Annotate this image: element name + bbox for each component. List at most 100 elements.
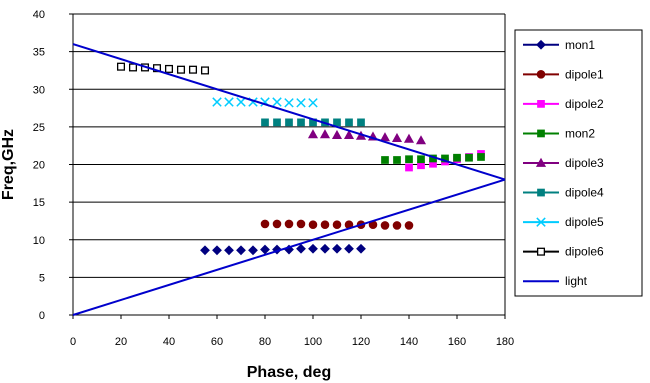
data-point <box>380 221 390 230</box>
y-tick-label: 10 <box>33 235 45 247</box>
y-tick-label: 20 <box>33 160 45 172</box>
legend-label: dipole4 <box>565 186 604 200</box>
data-point <box>465 153 473 162</box>
data-point <box>176 65 186 74</box>
y-axis-title: Freq,GHz <box>0 129 17 200</box>
legend-marker <box>537 100 545 108</box>
legend-item-dipole4: dipole4 <box>523 186 604 200</box>
x-tick-label: 140 <box>400 336 418 348</box>
data-point <box>224 245 234 256</box>
data-point <box>405 155 413 164</box>
data-point <box>332 243 342 254</box>
legend-marker <box>536 217 546 227</box>
data-point <box>296 243 306 254</box>
y-tick-label: 35 <box>33 47 45 59</box>
legend-marker <box>536 70 546 79</box>
x-tick-labels: 0 20 40 60 80 100 120 140 160 180 <box>70 336 514 348</box>
data-point <box>272 244 282 255</box>
x-tick-label: 100 <box>304 336 322 348</box>
legend-item-dipole3: dipole3 <box>523 156 604 170</box>
data-point <box>392 221 402 230</box>
series-dipole4 <box>261 118 365 127</box>
data-point <box>344 243 354 254</box>
data-point <box>405 163 413 172</box>
data-point <box>212 245 222 256</box>
y-tick-label: 15 <box>33 197 45 209</box>
data-point <box>357 118 365 127</box>
legend-label: mon2 <box>565 126 595 140</box>
y-tick-label: 30 <box>33 84 45 96</box>
y-tick-label: 40 <box>33 9 45 21</box>
legend-label: light <box>565 274 588 288</box>
data-point <box>200 245 210 256</box>
legend-item-dipole6: dipole6 <box>523 245 604 259</box>
data-point <box>152 64 162 73</box>
data-point <box>343 129 355 140</box>
data-point <box>272 219 282 229</box>
legend-item-dipole2: dipole2 <box>523 97 604 111</box>
data-point <box>128 63 138 72</box>
data-point <box>331 129 343 140</box>
x-tick-label: 80 <box>259 336 271 348</box>
legend-label: mon1 <box>565 38 595 52</box>
data-point <box>417 155 425 164</box>
data-point <box>308 98 318 108</box>
legend-marker <box>537 129 545 138</box>
data-point <box>356 243 366 254</box>
data-point <box>236 245 246 256</box>
legend-item-light: light <box>523 274 588 288</box>
series-layer <box>72 43 506 316</box>
data-point <box>391 132 403 143</box>
data-point <box>453 153 461 162</box>
data-point <box>381 156 389 164</box>
data-point <box>477 153 485 161</box>
data-point <box>285 118 293 127</box>
x-tick-label: 160 <box>448 336 466 348</box>
legend-marker <box>536 247 546 256</box>
data-point <box>200 66 210 75</box>
data-point <box>333 118 341 127</box>
legend-label: dipole5 <box>565 215 604 229</box>
data-point <box>403 133 415 143</box>
data-point <box>404 221 414 230</box>
series-dipole1 <box>260 219 414 230</box>
data-point <box>272 97 282 107</box>
data-point <box>273 118 281 127</box>
y-tick-label: 0 <box>39 310 45 322</box>
data-point <box>320 243 330 254</box>
data-point <box>320 220 330 229</box>
x-tick-label: 20 <box>115 336 127 348</box>
data-point <box>296 219 306 229</box>
data-point <box>284 219 294 229</box>
data-point <box>224 97 234 107</box>
data-point <box>296 98 306 108</box>
series-light <box>72 43 506 316</box>
data-point <box>319 129 331 139</box>
series-line <box>72 178 506 316</box>
legend: mon1 dipole1 dipole2 mon2 dipole3 dipole4 dipo… <box>514 29 643 297</box>
data-point <box>393 156 401 164</box>
y-tick-label: 25 <box>33 122 45 134</box>
legend-label: dipole1 <box>565 67 604 81</box>
legend-item-dipole1: dipole1 <box>523 67 604 81</box>
x-tick-label: 120 <box>352 336 370 348</box>
series-mon2 <box>381 153 485 164</box>
data-point <box>441 154 449 163</box>
legend-marker <box>536 39 546 50</box>
axes <box>69 13 506 319</box>
data-point <box>260 244 270 255</box>
data-point <box>415 135 427 145</box>
y-tick-label: 5 <box>39 272 45 284</box>
legend-marker <box>537 188 545 197</box>
data-point <box>260 219 270 229</box>
x-tick-label: 40 <box>163 336 175 348</box>
data-point <box>236 97 246 107</box>
data-point <box>297 118 305 127</box>
y-tick-labels: 0 5 10 15 20 25 30 35 40 <box>33 9 45 322</box>
series-line <box>72 43 506 181</box>
series-dipole5 <box>212 97 318 108</box>
legend-label: dipole2 <box>565 97 604 111</box>
legend-label: dipole6 <box>565 245 604 259</box>
legend-label: dipole3 <box>565 156 604 170</box>
data-point <box>212 97 222 107</box>
